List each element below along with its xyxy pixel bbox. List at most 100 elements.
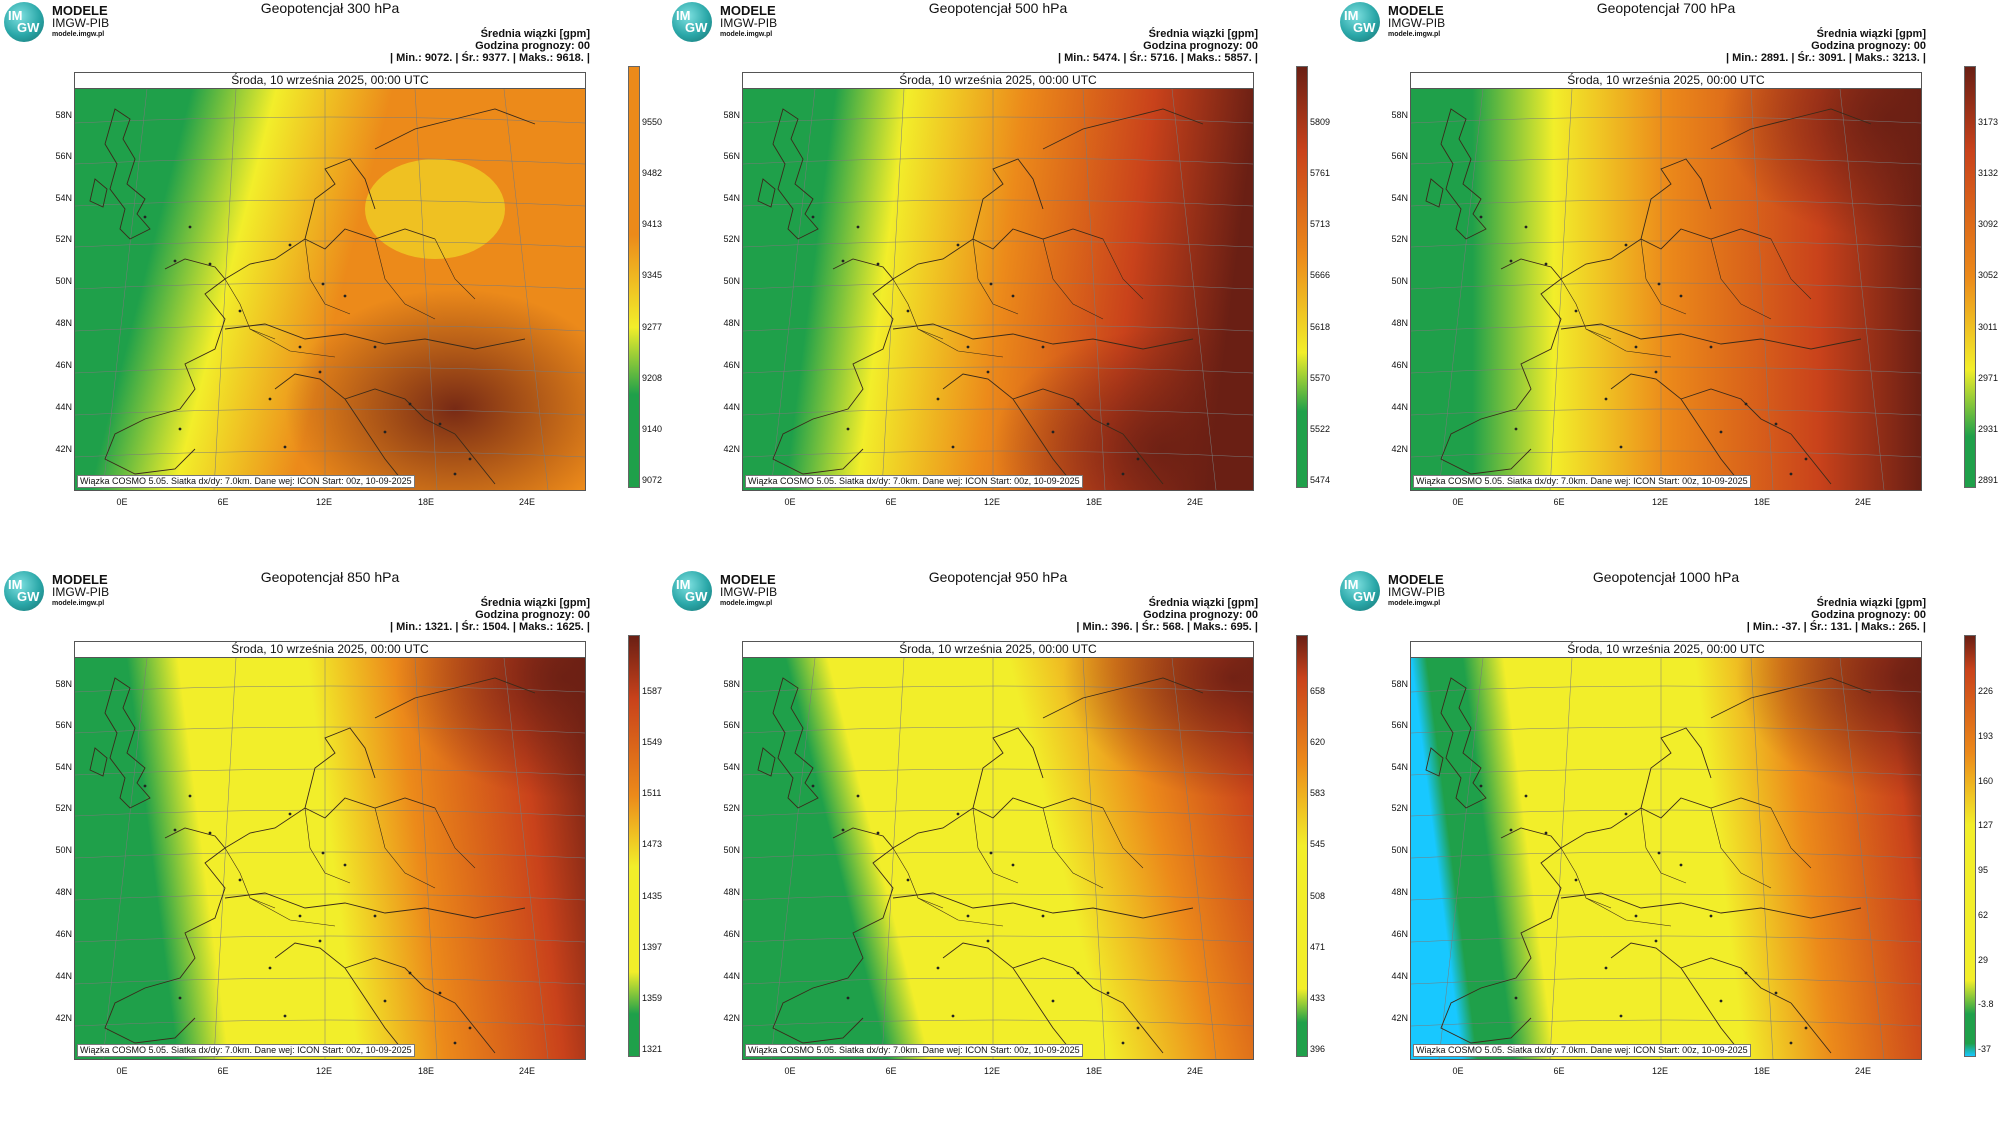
colorbar-tick-label: 545 [1310, 839, 1326, 850]
city-marker [1654, 939, 1658, 943]
latitude-label: 42N [723, 444, 740, 454]
latitude-label: 54N [55, 762, 72, 772]
country-border [1102, 238, 1144, 300]
colorbar-tick-label: 1359 [642, 992, 663, 1003]
stats-line: | Min.: 1321. | Śr.: 1504. | Maks.: 1625… [389, 621, 590, 633]
city-marker [811, 784, 815, 788]
latitude-label: 44N [723, 402, 740, 412]
city-marker [1136, 1026, 1140, 1030]
city-marker [173, 259, 177, 263]
longitude-label: 18E [1753, 497, 1770, 507]
brand-name: MODELE [1388, 3, 1444, 18]
latitude-line [743, 893, 1253, 901]
latitude-label: 42N [1391, 1013, 1408, 1023]
longitude-label: 24E [518, 1066, 535, 1076]
coastline [892, 228, 1104, 280]
country-border [1640, 238, 1687, 315]
logo-text-bottom: GW [685, 20, 708, 35]
latitude-label: 42N [723, 1013, 740, 1023]
coastline [104, 108, 151, 240]
latitude-line [75, 809, 585, 817]
country-border [249, 897, 336, 927]
colorbar-tick-label: 127 [1978, 820, 1994, 831]
country-border [224, 847, 276, 909]
latitude-label: 46N [1391, 360, 1408, 370]
colorbar-tick-label: 62 [1978, 909, 1989, 920]
coastline [104, 258, 226, 475]
city-marker [178, 996, 182, 1000]
city-marker [288, 243, 292, 247]
coastline [454, 433, 496, 485]
city-marker [856, 225, 860, 229]
model-footer: Wiązka COSMO 5.05. Siatka dx/dy: 7.0km. … [1413, 1044, 1751, 1057]
city-marker [1619, 1014, 1623, 1018]
country-border [304, 807, 351, 884]
forecast-hour: Godzina prognozy: 00 [1143, 40, 1258, 52]
latitude-line [1411, 408, 1921, 416]
brand-url: modele.imgw.pl [1388, 600, 1441, 607]
city-marker [1479, 215, 1483, 219]
country-border [1770, 807, 1812, 869]
longitude-line [213, 89, 237, 490]
latitude-line [1411, 768, 1921, 776]
coastline [1425, 178, 1444, 208]
longitude-line [770, 89, 816, 490]
city-marker [1011, 863, 1015, 867]
city-marker [1076, 402, 1080, 406]
latitude-line [743, 157, 1253, 165]
colorbar-tick-label: 471 [1310, 941, 1326, 952]
longitude-label: 12E [315, 497, 332, 507]
city-marker [1619, 445, 1623, 449]
panel-title: Geopotencjał 850 hPa [260, 569, 400, 585]
panel-title: Geopotencjał 950 hPa [928, 569, 1068, 585]
latitude-line [743, 199, 1253, 207]
city-marker [408, 402, 412, 406]
model-footer: Wiązka COSMO 5.05. Siatka dx/dy: 7.0km. … [745, 475, 1083, 488]
colorbar [1964, 66, 1976, 488]
colorbar [628, 635, 640, 1057]
latitude-line [743, 408, 1253, 416]
colorbar-tick-label: 3052 [1978, 270, 1999, 281]
city-marker [1654, 370, 1658, 374]
latitude-label: 46N [55, 929, 72, 939]
coastline [1560, 797, 1772, 849]
latitude-line [75, 324, 585, 332]
map-frame: Środa, 10 września 2025, 00:00 UTC Wiązk… [74, 72, 586, 491]
longitude-label: 18E [417, 497, 434, 507]
city-marker [1544, 831, 1548, 835]
longitude-label: 6E [885, 497, 897, 507]
longitude-label: 6E [217, 1066, 229, 1076]
city-marker [1657, 851, 1661, 855]
city-marker [1479, 784, 1483, 788]
city-marker [1106, 991, 1110, 995]
city-marker [383, 430, 387, 434]
country-border [1042, 238, 1104, 320]
coastline [1122, 433, 1164, 485]
latitude-label: 56N [55, 151, 72, 161]
colorbar-tick-label: 3011 [1978, 321, 1998, 332]
city-marker [283, 445, 287, 449]
valid-date: Środa, 10 września 2025, 00:00 UTC [743, 73, 1253, 89]
coastline [89, 178, 108, 208]
city-marker [1604, 397, 1608, 401]
geopotential-map [1411, 658, 1921, 1059]
model-footer: Wiązka COSMO 5.05. Siatka dx/dy: 7.0km. … [77, 475, 415, 488]
latitude-line [75, 685, 585, 693]
brand-url: modele.imgw.pl [52, 600, 105, 607]
coastline [892, 892, 1194, 919]
colorbar [628, 66, 640, 488]
longitude-line [1171, 658, 1217, 1059]
latitude-label: 48N [723, 318, 740, 328]
latitude-line [743, 685, 1253, 693]
colorbar-tick-label: 433 [1310, 992, 1326, 1003]
city-marker [288, 812, 292, 816]
coastline [1012, 388, 1124, 435]
forecast-hour: Godzina prognozy: 00 [475, 40, 590, 52]
city-marker [986, 939, 990, 943]
latitude-line [1411, 157, 1921, 165]
city-marker [1106, 422, 1110, 426]
panel-title: Geopotencjał 500 hPa [928, 0, 1068, 16]
imgw-logo-icon: IM GW [4, 571, 44, 611]
country-border [434, 807, 476, 869]
city-marker [143, 215, 147, 219]
